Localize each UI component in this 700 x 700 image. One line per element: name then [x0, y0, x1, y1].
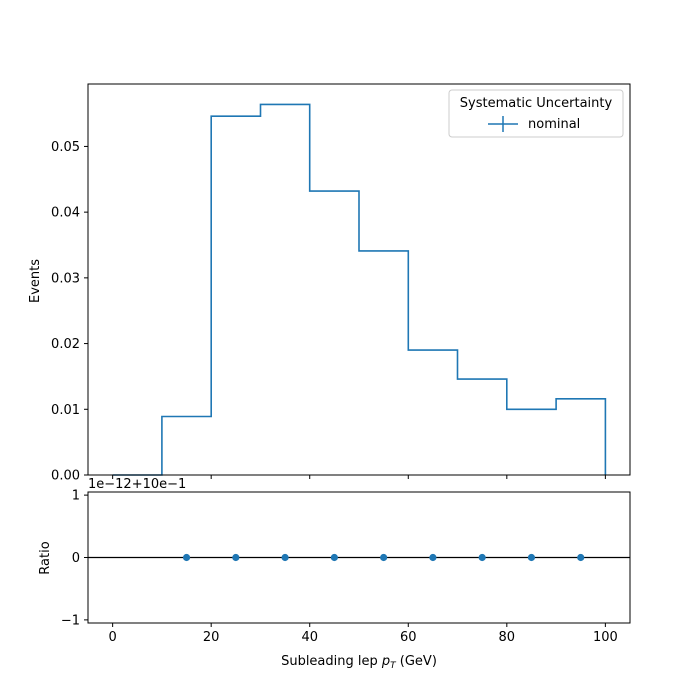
x-axis-label-subscript: T [390, 661, 397, 671]
x-axis-label-math: p [381, 654, 390, 669]
x-tick-label: 80 [499, 630, 516, 645]
x-tick-label: 60 [400, 630, 417, 645]
main-axes-frame [87, 83, 631, 476]
ratio-y-tick-label: 1 [72, 489, 80, 504]
ratio-point [527, 553, 536, 562]
ratio-point [380, 553, 388, 562]
histogram-steps [112, 103, 607, 476]
x-tick-label: 40 [301, 630, 318, 645]
legend-title: Systematic Uncertainty [460, 96, 613, 111]
main-y-tick-label: 0.03 [51, 271, 80, 286]
main-y-tick-label: 0.00 [51, 469, 80, 484]
x-tick-label: 20 [203, 630, 220, 645]
ratio-point [429, 553, 437, 562]
ratio-y-axis-label: Ratio [38, 541, 53, 574]
ratio-offset-label: 1e−12+10e−1 [88, 477, 186, 492]
ratio-axes-frame [87, 491, 631, 624]
main-x-ticks [112, 475, 606, 479]
ratio-point [330, 553, 338, 562]
ratio-y-tick-label: −1 [61, 613, 80, 628]
ratio-point [182, 553, 191, 562]
main-y-tick-label: 0.01 [51, 403, 80, 418]
x-tick-label: 100 [593, 630, 618, 645]
main-histogram-panel: 0.00 0.01 0.02 0.03 0.04 0.05 Events Systemat… [28, 83, 631, 484]
x-axis-label-unit: (GeV) [396, 654, 437, 669]
x-axis-label: Subleading lep pT (GeV) [281, 654, 437, 671]
x-tick-label: 0 [108, 630, 116, 645]
legend-box [448, 89, 624, 138]
main-y-ticks: 0.00 0.01 0.02 0.03 0.04 0.05 [51, 140, 88, 484]
ratio-panel: −101 0 20 40 60 80 100 1e−12+10e−1 Ratio Subl… [38, 477, 631, 671]
legend: Systematic Uncertainty nominal [448, 89, 624, 138]
legend-entry-label: nominal [528, 117, 580, 132]
legend-entry-nominal: nominal [488, 116, 580, 132]
x-axis-label-text: Subleading lep [281, 654, 382, 669]
ratio-points [182, 553, 585, 562]
ratio-point [478, 553, 486, 562]
main-y-tick-label: 0.04 [51, 206, 80, 221]
main-y-tick-label: 0.02 [51, 337, 80, 352]
ratio-y-tick-label: 0 [72, 551, 80, 566]
ratio-y-ticks: −1 0 1 [61, 489, 88, 628]
ratio-point [281, 553, 289, 562]
ratio-point [232, 553, 240, 562]
main-y-tick-label: 0.05 [51, 140, 80, 155]
ratio-point [577, 553, 585, 562]
main-y-axis-label: Events [28, 259, 43, 303]
ratio-x-ticks: 0 20 40 60 80 100 [108, 623, 618, 645]
histogram-series-nominal [112, 103, 607, 476]
